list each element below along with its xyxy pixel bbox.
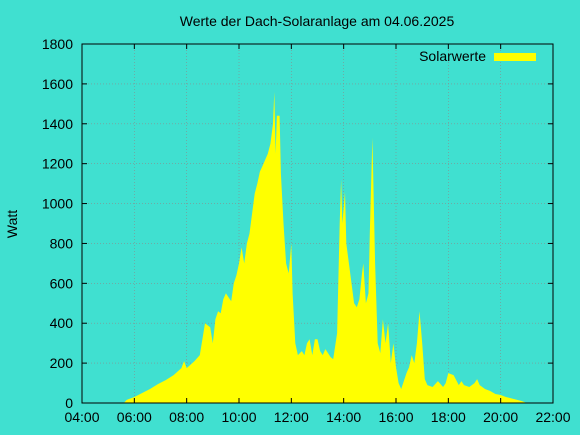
- chart-title: Werte der Dach-Solaranlage am 04.06.2025: [180, 13, 455, 29]
- series-area-solarwerte: [123, 91, 527, 404]
- x-tick-label: 22:00: [535, 409, 570, 425]
- x-tick-label: 14:00: [326, 409, 361, 425]
- y-tick-label: 1400: [42, 116, 73, 132]
- x-tick-label: 16:00: [378, 409, 413, 425]
- x-tick-label: 20:00: [483, 409, 518, 425]
- y-tick-label: 1600: [42, 76, 73, 92]
- y-tick-label: 1000: [42, 196, 73, 212]
- y-axis-label: Watt: [4, 210, 20, 238]
- x-tick-label: 10:00: [221, 409, 256, 425]
- y-tick-label: 800: [50, 235, 74, 251]
- grid-lines: [82, 44, 553, 403]
- legend: Solarwerte: [419, 48, 536, 64]
- y-tick-label: 400: [50, 315, 74, 331]
- y-tick-label: 1800: [42, 36, 73, 52]
- x-tick-label: 08:00: [169, 409, 204, 425]
- x-tick-labels: 04:00 06:00 08:00 10:00 12:00 14:00 16:00 18:00…: [64, 409, 570, 425]
- y-tick-label: 0: [65, 395, 73, 411]
- y-tick-label: 1200: [42, 156, 73, 172]
- x-tick-label: 18:00: [431, 409, 466, 425]
- plot-frame: [81, 43, 554, 404]
- x-tick-label: 06:00: [117, 409, 152, 425]
- legend-swatch: [494, 53, 536, 61]
- y-tick-label: 200: [50, 355, 74, 371]
- y-tick-labels: 0 200 400 600 800 1000 1200 1400 1600 1800: [42, 36, 73, 411]
- legend-label: Solarwerte: [419, 48, 486, 64]
- x-tick-label: 12:00: [274, 409, 309, 425]
- y-tick-label: 600: [50, 275, 74, 291]
- axis-ticks: [81, 43, 554, 404]
- x-tick-label: 04:00: [64, 409, 99, 425]
